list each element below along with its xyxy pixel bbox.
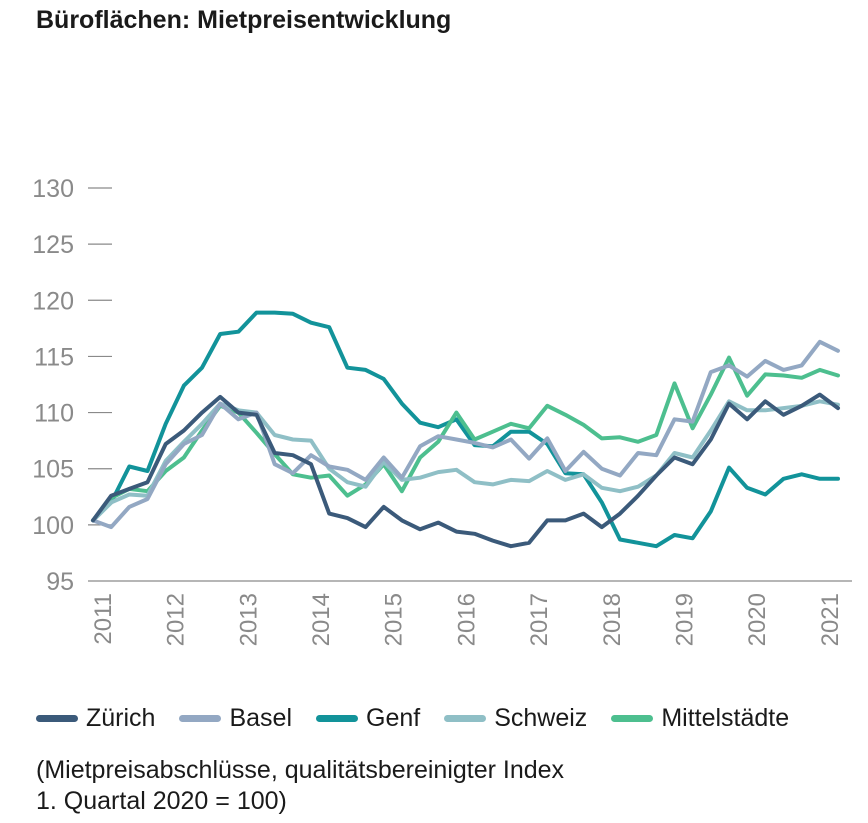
series-line-zurich [91, 392, 840, 549]
legend-swatch-zurich [36, 715, 78, 722]
series-line-basel [91, 339, 840, 530]
x-tick-label-2015: 2015 [381, 593, 408, 646]
footnote-line-1: (Mietpreisabschlüsse, qualitätsbereinigt… [36, 756, 565, 784]
legend-label-basel: Basel [229, 704, 293, 732]
x-tick-label-2021: 2021 [817, 593, 844, 646]
series-line-genf [91, 310, 840, 549]
y-tick-label-115: 115 [34, 343, 74, 371]
series-line-mittelstaedte [91, 355, 840, 523]
line-chart: 95 100 105 110 115 120 125 130 2011 2012 2013 2014… [32, 175, 852, 646]
x-tick-label-2017: 2017 [526, 593, 553, 646]
series-line-schweiz [91, 399, 840, 523]
legend-label-genf: Genf [366, 704, 421, 732]
x-tick-label-2016: 2016 [453, 593, 480, 646]
x-axis: 2011 2012 2013 2014 2015 2016 2017 2018 2019 2020… [88, 580, 852, 646]
legend-item-zurich: Zürich [36, 704, 155, 733]
legend-item-genf: Genf [316, 704, 420, 733]
y-tick-label-105: 105 [32, 456, 74, 484]
x-tick-label-2014: 2014 [308, 593, 335, 646]
legend-label-schweiz: Schweiz [494, 704, 588, 732]
legend-swatch-schweiz [444, 715, 487, 722]
x-tick-label-2019: 2019 [671, 593, 698, 646]
legend-item-schweiz: Schweiz [444, 704, 587, 733]
legend-swatch-mittelstaedte [611, 715, 654, 722]
footnote-line-2: 1. Quartal 2020 = 100) [36, 787, 287, 815]
legend-label-zurich: Zürich [86, 704, 156, 732]
chart-footnote: (Mietpreisabschlüsse, qualitätsbereinigt… [36, 755, 836, 817]
x-tick-label-2020: 2020 [744, 593, 771, 646]
y-tick-label-125: 125 [32, 231, 74, 259]
legend: Zürich Basel Genf Schweiz Mittelstädte [36, 704, 789, 733]
y-tick-label-120: 120 [32, 287, 74, 315]
chart-title: Büroflächen: Mietpreisentwicklung [36, 6, 452, 34]
y-tick-label-130: 130 [32, 175, 74, 203]
y-tick-label-110: 110 [34, 400, 74, 428]
legend-swatch-basel [179, 715, 222, 722]
x-tick-label-2011: 2011 [90, 593, 117, 645]
legend-swatch-genf [316, 715, 359, 722]
x-tick-label-2018: 2018 [599, 593, 626, 646]
legend-label-mittelstaedte: Mittelstädte [661, 704, 790, 732]
legend-item-basel: Basel [179, 704, 292, 733]
y-axis: 95 100 105 110 115 120 125 130 [32, 175, 112, 596]
x-tick-label-2013: 2013 [235, 593, 262, 646]
y-tick-label-100: 100 [32, 512, 74, 540]
series-lines [91, 310, 840, 549]
y-tick-label-95: 95 [46, 568, 74, 596]
x-tick-label-2012: 2012 [163, 593, 190, 646]
legend-item-mittelstaedte: Mittelstädte [611, 704, 789, 733]
